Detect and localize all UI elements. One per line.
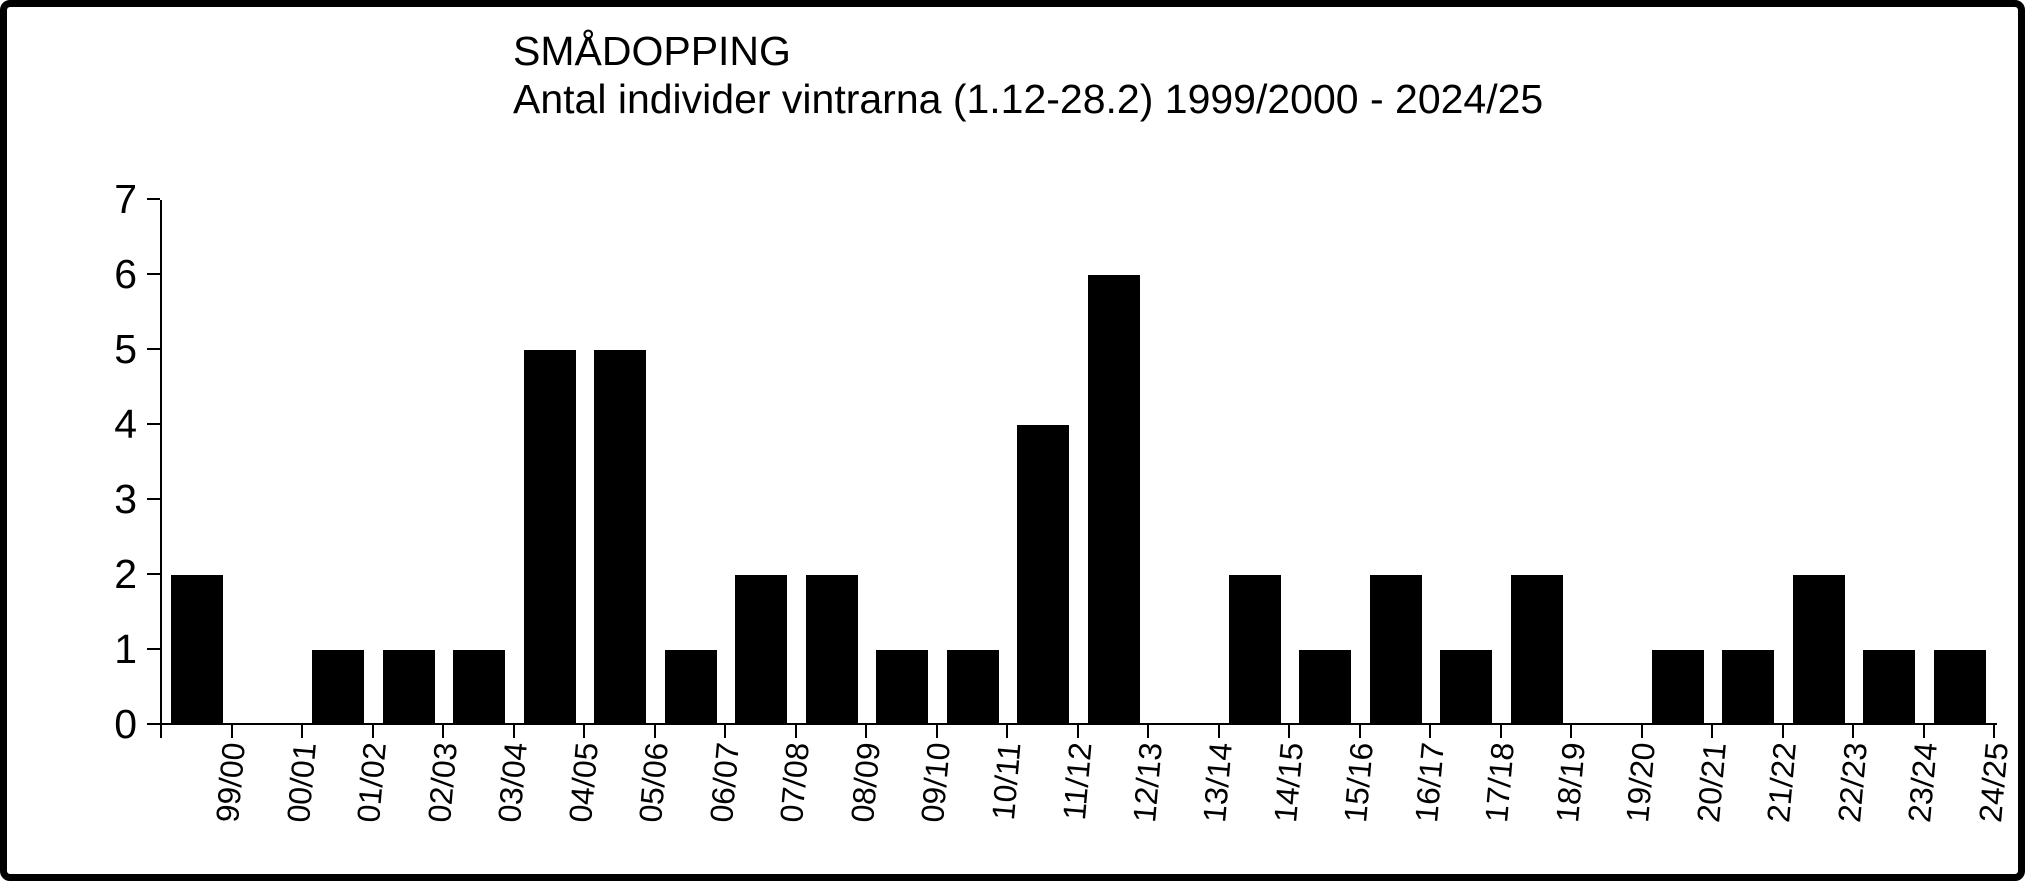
bar-04/05 [523,350,576,725]
x-tick-label: 13/14 [1196,741,1240,824]
y-tick-label: 1 [114,626,137,672]
x-tick-label: 04/05 [561,741,605,824]
x-tick-label: 05/06 [632,741,676,824]
x-tick [442,725,444,738]
x-tick [724,725,726,738]
chart-title: SMÅDOPPING [513,28,791,74]
y-tick [147,498,160,500]
bar-14/15 [1228,575,1281,725]
x-tick-label: 20/21 [1689,741,1733,824]
x-tick-label: 24/25 [1971,741,2015,824]
x-tick-label: 16/17 [1407,741,1451,824]
bar-24/25 [1933,650,1986,725]
x-tick-label: 01/02 [350,741,394,824]
x-tick [1570,725,1572,738]
y-tick-label: 3 [114,476,137,522]
bar-07/08 [735,575,788,725]
y-tick-label: 5 [114,326,137,372]
x-tick [653,725,656,738]
x-tick [1852,725,1854,738]
x-tick [583,725,585,738]
bar-06/07 [664,650,717,725]
x-tick [1499,725,1502,738]
x-tick-label: 02/03 [420,741,464,824]
y-tick [147,348,160,350]
bar-18/19 [1510,575,1563,725]
x-tick-label: 06/07 [702,741,746,824]
y-tick-label: 7 [114,176,137,222]
x-tick [230,725,233,738]
bar-16/17 [1369,575,1422,725]
x-tick [301,725,303,738]
x-tick [512,725,515,738]
x-tick-label: 14/15 [1266,741,1310,824]
bar-02/03 [382,650,435,725]
x-tick-label: 22/23 [1830,741,1874,824]
x-tick-label: 21/22 [1760,741,1804,824]
x-tick-label: 00/01 [279,741,323,824]
bar-05/06 [594,350,647,725]
bar-09/10 [876,650,929,725]
bar-01/02 [312,650,365,725]
y-tick-label: 6 [114,251,137,297]
plot-area: 0 1 2 3 4 5 6 7 99/00 00/01 01/02 02/03 03/04 04/05 05… [7,7,2018,874]
x-tick-label: 10/11 [984,741,1028,822]
bar-22/23 [1792,575,1845,725]
x-tick [1711,725,1713,738]
bar-12/13 [1087,275,1140,725]
y-tick-label: 2 [114,551,137,597]
x-tick [1147,725,1149,738]
bar-17/18 [1440,650,1493,725]
x-axis-line [160,723,1997,725]
x-tick-label: 11/12 [1055,741,1099,822]
chart-subtitle: Antal individer vintrarna (1.12-28.2) 19… [513,76,1544,122]
x-tick-label: 17/18 [1478,741,1522,824]
x-tick [1358,725,1361,738]
x-tick-label: 07/08 [773,741,817,824]
x-tick [1922,725,1925,738]
x-tick-label: 12/13 [1125,741,1169,824]
x-tick [794,725,797,738]
x-tick-label: 18/19 [1548,741,1592,824]
x-tick [160,725,162,738]
x-tick [1006,725,1008,738]
x-tick [1076,725,1079,738]
x-tick-label: 08/09 [843,741,887,824]
x-tick [1429,725,1431,738]
x-tick [1217,725,1220,738]
y-tick-label: 4 [114,401,137,447]
x-tick [1993,725,1995,738]
y-tick [147,273,160,275]
x-tick-label: 15/16 [1337,741,1381,824]
y-tick [147,723,160,725]
bar-08/09 [805,575,858,725]
x-tick-label: 03/04 [491,741,535,824]
bar-03/04 [453,650,506,725]
y-tick [147,198,160,200]
x-tick-label: 99/00 [209,741,253,824]
x-tick [1640,725,1643,738]
bar-15/16 [1299,650,1352,725]
x-tick [1288,725,1290,738]
bar-99/00 [171,575,224,725]
bar-11/12 [1017,425,1070,725]
x-tick [371,725,374,738]
x-tick-label: 19/20 [1619,741,1663,824]
y-tick [147,573,160,575]
x-tick [935,725,938,738]
y-tick [147,423,160,425]
y-tick-label: 0 [114,701,137,747]
bar-10/11 [946,650,999,725]
title-block: SMÅDOPPING Antal individer vintrarna (1.… [513,27,1543,123]
y-axis-line [160,200,162,727]
x-tick [1781,725,1784,738]
bar-21/22 [1722,650,1775,725]
x-tick-label: 23/24 [1901,741,1945,824]
x-tick-label: 09/10 [914,741,958,824]
bar-20/21 [1651,650,1704,725]
x-tick [865,725,867,738]
bar-23/24 [1863,650,1916,725]
y-tick [147,648,160,650]
